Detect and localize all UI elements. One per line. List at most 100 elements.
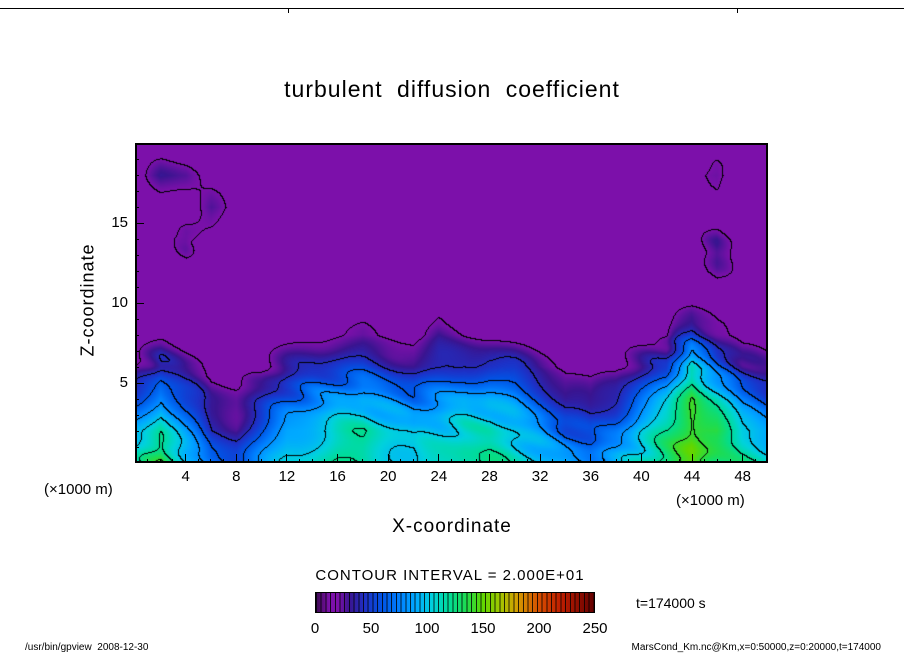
x-axis-tick [716, 459, 718, 463]
y-axis-tick [135, 302, 144, 304]
x-axis-tick [311, 459, 313, 463]
x-axis-tick [704, 459, 706, 463]
x-tick-label: 32 [531, 468, 549, 485]
x-axis-tick [147, 459, 149, 463]
x-axis-tick [425, 459, 427, 463]
x-tick-label: 48 [734, 468, 752, 485]
x-axis-tick [564, 459, 566, 463]
y-axis-tick [135, 270, 139, 272]
y-axis-tick [135, 238, 139, 240]
plot-area [135, 143, 768, 463]
plot-canvas [135, 143, 768, 463]
x-axis-tick [488, 454, 490, 463]
x-axis-tick [159, 459, 161, 463]
y-tick-label: 10 [111, 294, 128, 311]
x-axis-tick [666, 459, 668, 463]
x-axis-tick [172, 459, 174, 463]
contour-interval-caption: CONTOUR INTERVAL = 2.000E+01 [315, 567, 585, 584]
colorbar-tick-label: 100 [414, 620, 440, 637]
colorbar [315, 592, 595, 613]
x-axis-tick [223, 459, 225, 463]
y-axis-tick [135, 174, 139, 176]
x-axis-tick [337, 454, 339, 463]
colorbar-tick-label: 200 [526, 620, 552, 637]
x-axis-tick [514, 459, 516, 463]
x-axis-tick [438, 454, 440, 463]
x-tick-label: 12 [278, 468, 296, 485]
x-axis-tick [501, 459, 503, 463]
colorbar-tick-label: 0 [310, 620, 320, 637]
y-axis-tick [135, 430, 139, 432]
top-rule-tick [288, 9, 289, 13]
x-axis-label: X-coordinate [392, 516, 512, 537]
y-axis-tick [135, 222, 144, 224]
x-axis-tick [577, 459, 579, 463]
x-axis-tick [197, 459, 199, 463]
footer-command: /usr/bin/gpview 2008-12-30 [25, 642, 149, 653]
x-axis-tick [463, 459, 465, 463]
y-axis-tick [135, 318, 139, 320]
top-rule-tick [737, 9, 738, 13]
x-axis-tick [653, 459, 655, 463]
y-axis-unit: (×1000 m) [44, 481, 113, 498]
x-axis-tick [539, 454, 541, 463]
x-axis-tick [602, 459, 604, 463]
x-tick-label: 44 [683, 468, 701, 485]
x-axis-tick [451, 459, 452, 463]
colorbar-tick-label: 150 [470, 620, 496, 637]
x-axis-tick [754, 459, 756, 463]
x-axis-tick [286, 454, 288, 463]
x-axis-tick [400, 459, 402, 463]
x-tick-label: 16 [329, 468, 346, 485]
x-axis-tick [235, 454, 237, 463]
x-axis-tick [678, 459, 680, 463]
y-axis-tick [135, 382, 144, 384]
x-axis-tick [590, 454, 592, 463]
y-tick-label: 5 [119, 374, 128, 391]
x-tick-label: 20 [379, 468, 397, 485]
x-axis-tick [742, 454, 744, 463]
x-axis-tick [324, 459, 326, 463]
y-axis-tick [135, 446, 139, 448]
x-axis-tick [729, 459, 731, 463]
y-axis-tick [135, 350, 139, 352]
y-axis-tick [135, 190, 139, 192]
x-axis-tick [261, 459, 263, 463]
x-axis-tick [210, 459, 212, 463]
x-tick-label: 40 [633, 468, 650, 485]
x-axis-tick [526, 459, 528, 463]
top-rule [0, 8, 904, 9]
x-axis-tick [387, 454, 389, 463]
x-tick-label: 24 [430, 468, 448, 485]
x-axis-tick [349, 459, 351, 463]
x-tick-label: 36 [582, 468, 600, 485]
y-axis-tick [135, 334, 139, 336]
y-axis-tick [135, 158, 139, 160]
x-axis-tick [362, 459, 364, 463]
x-axis-tick [299, 459, 301, 463]
x-axis-tick [273, 459, 275, 463]
x-axis-tick [413, 459, 415, 463]
colorbar-tick-label: 250 [582, 620, 608, 637]
y-axis-tick [135, 414, 139, 416]
x-tick-label: 4 [181, 468, 190, 485]
page-title: turbulent diffusion coefficient [284, 76, 620, 102]
y-axis-tick [135, 206, 139, 208]
x-axis-tick [185, 454, 187, 463]
colorbar-tick-label: 50 [362, 620, 380, 637]
y-axis-tick [135, 366, 139, 368]
y-axis-tick [135, 286, 139, 288]
x-axis-tick [628, 459, 630, 463]
y-axis-tick [135, 398, 139, 400]
x-axis-tick [248, 459, 250, 463]
x-axis-unit: (×1000 m) [676, 492, 745, 509]
x-axis-tick [476, 459, 478, 463]
x-tick-label: 8 [232, 468, 241, 485]
x-axis-tick [375, 459, 377, 463]
y-tick-label: 15 [111, 214, 128, 231]
y-axis-tick [135, 254, 139, 256]
time-annotation: t=174000 s [636, 595, 706, 611]
footer-dataset: MarsCond_Km.nc@Km,x=0:50000,z=0:20000,t=… [631, 642, 881, 653]
x-tick-label: 28 [481, 468, 498, 485]
